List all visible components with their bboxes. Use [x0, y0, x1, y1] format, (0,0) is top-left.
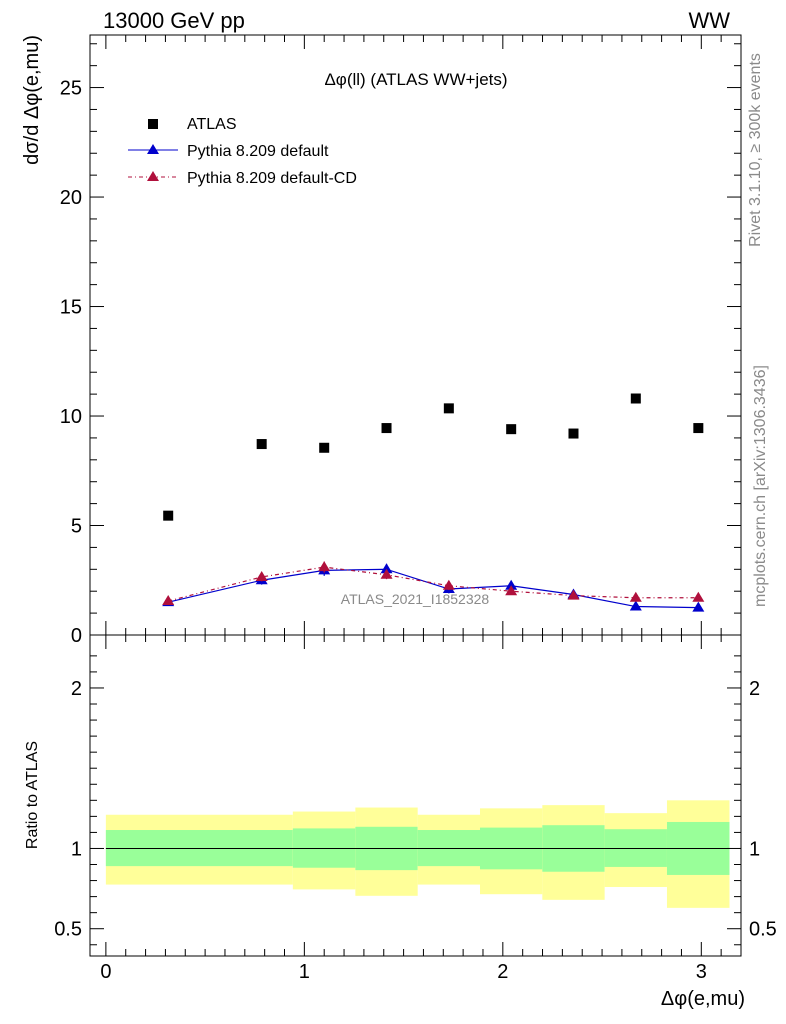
main-y-tick-label: 10	[60, 406, 82, 428]
header-energy-label: 13000 GeV pp	[103, 8, 245, 33]
series-marker-default	[629, 600, 642, 611]
ratio-x-tick-label: 3	[696, 961, 707, 983]
ratio-panel: Ratio to ATLAS 0.5 0.5 1 1 2 2 0 1 2 3 Δφ(e,mu)	[24, 634, 777, 1010]
series-marker-cd	[442, 579, 455, 590]
main-y-tick-label: 15	[60, 297, 82, 319]
main-y-tick-label: 20	[60, 187, 82, 209]
series-marker-cd	[318, 561, 331, 572]
atlas-data-point	[506, 424, 517, 435]
ratio-ticks: 0.5 0.5 1 1 2 2 0 1 2 3	[54, 635, 777, 983]
series-marker-cd	[692, 591, 705, 602]
legend-label-atlas: ATLAS	[187, 116, 237, 133]
y-axis-label: dσ/d Δφ(e,mu)	[21, 35, 43, 165]
main-y-tick-label: 0	[71, 625, 82, 647]
ratio-x-tick-label: 0	[100, 961, 111, 983]
main-title: Δφ(ll) (ATLAS WW+jets)	[324, 70, 507, 89]
series-marker-default	[505, 579, 518, 590]
rivet-version-label: Rivet 3.1.10, ≥ 300k events	[747, 53, 764, 247]
series-marker-cd	[255, 570, 268, 581]
legend-marker-default	[147, 144, 159, 154]
ratio-y-tick-label-right: 1	[749, 838, 760, 860]
atlas-data-point	[630, 393, 641, 404]
series-line-cd	[168, 566, 699, 602]
atlas-data-point	[381, 423, 392, 434]
series-marker-default	[692, 601, 705, 612]
ratio-y-axis-label: Ratio to ATLAS	[24, 741, 41, 849]
watermark-label: ATLAS_2021_I1852328	[341, 591, 490, 607]
series-marker-default	[380, 563, 393, 574]
atlas-data-point	[319, 442, 330, 453]
atlas-data-point	[693, 423, 704, 434]
legend-marker-cd	[147, 171, 159, 181]
legend-label-default: Pythia 8.209 default	[187, 143, 329, 160]
main-series	[162, 393, 705, 612]
series-marker-cd	[505, 585, 518, 596]
series-marker-cd	[567, 589, 580, 600]
main-y-tick-label: 5	[71, 516, 82, 538]
ratio-band-layer	[105, 800, 730, 908]
ratio-y-tick-label: 2	[71, 678, 82, 700]
x-axis-label: Δφ(e,mu)	[661, 988, 745, 1010]
ratio-y-tick-label-right: 2	[749, 678, 760, 700]
series-marker-cd	[380, 568, 393, 579]
ratio-y-tick-label: 1	[71, 838, 82, 860]
legend-marker-atlas	[148, 119, 158, 129]
ratio-x-tick-label: 2	[497, 961, 508, 983]
ratio-plot-frame	[89, 634, 742, 957]
mcplots-reference-label: mcplots.cern.ch [arXiv:1306.3436]	[752, 365, 769, 607]
atlas-data-point	[256, 439, 267, 450]
main-panel: Δφ(ll) (ATLAS WW+jets) dσ/d Δφ(e,mu) ATL…	[21, 34, 742, 647]
atlas-data-point	[163, 510, 174, 521]
main-y-tick-label: 25	[60, 78, 82, 100]
atlas-data-point	[443, 403, 454, 414]
main-ticks: 0 5 10 15 20 25	[60, 35, 741, 647]
header-process-label: WW	[688, 8, 730, 33]
ratio-y-tick-label: 0.5	[54, 919, 82, 941]
series-marker-cd	[162, 595, 175, 606]
ratio-x-tick-label: 1	[299, 961, 310, 983]
series-marker-cd	[629, 591, 642, 602]
ratio-y-tick-label-right: 0.5	[749, 919, 777, 941]
legend: ATLAS Pythia 8.209 default Pythia 8.209 …	[128, 116, 357, 187]
atlas-data-point	[568, 428, 579, 439]
legend-label-cd: Pythia 8.209 default-CD	[187, 170, 357, 187]
